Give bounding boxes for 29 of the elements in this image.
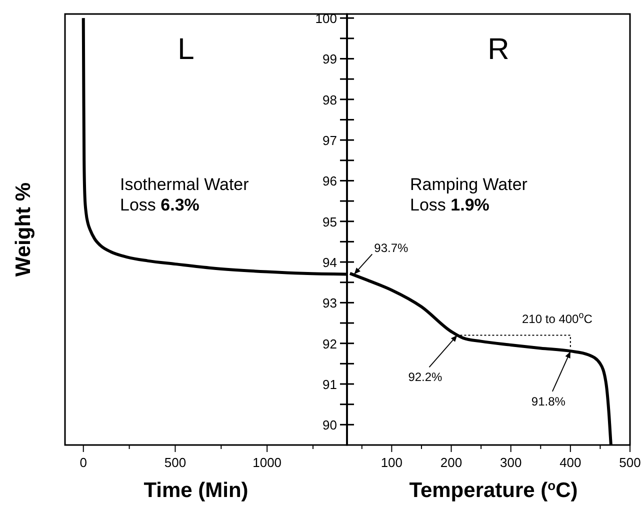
- x-tick-label: 500: [619, 455, 641, 470]
- annotation: Isothermal Water Loss 6.3%: [120, 175, 250, 214]
- text: R: [488, 33, 510, 66]
- y-tick-label: 96: [322, 174, 337, 189]
- y-axis-title: Weight %: [12, 182, 35, 277]
- x-tick-label: 100: [380, 455, 403, 470]
- annotation: 93.7%: [374, 241, 409, 256]
- y-tick-label: 93: [322, 296, 337, 311]
- y-tick-label: 95: [322, 214, 337, 230]
- annotation: 210 to 400$^{o}$C: [522, 310, 593, 326]
- y-tick-label: 91: [322, 377, 337, 392]
- y-tick-label: 98: [322, 92, 337, 108]
- x-tick-label: 300: [500, 455, 522, 470]
- annotation: Ramping Water Loss 1.9%: [410, 175, 528, 214]
- y-tick-label: 99: [322, 52, 337, 67]
- x-axis-title: Time (Min): [144, 479, 248, 502]
- text: L: [178, 33, 194, 66]
- annotation: 92.2%: [408, 370, 443, 384]
- x-axis-title: Temperature ($^{o}$C): [409, 478, 578, 502]
- x-tick-label: 1000: [252, 455, 282, 470]
- x-tick-label: 500: [164, 455, 186, 470]
- y-tick-label: 90: [322, 418, 337, 433]
- x-tick-label: 0: [80, 455, 87, 470]
- annotation: 91.8%: [531, 394, 566, 408]
- y-tick-label: 92: [322, 336, 337, 352]
- x-tick-label: 400: [560, 455, 582, 470]
- x-tick-label: 200: [440, 455, 462, 470]
- y-tick-label: 94: [322, 255, 337, 270]
- y-tick-label: 97: [322, 133, 337, 148]
